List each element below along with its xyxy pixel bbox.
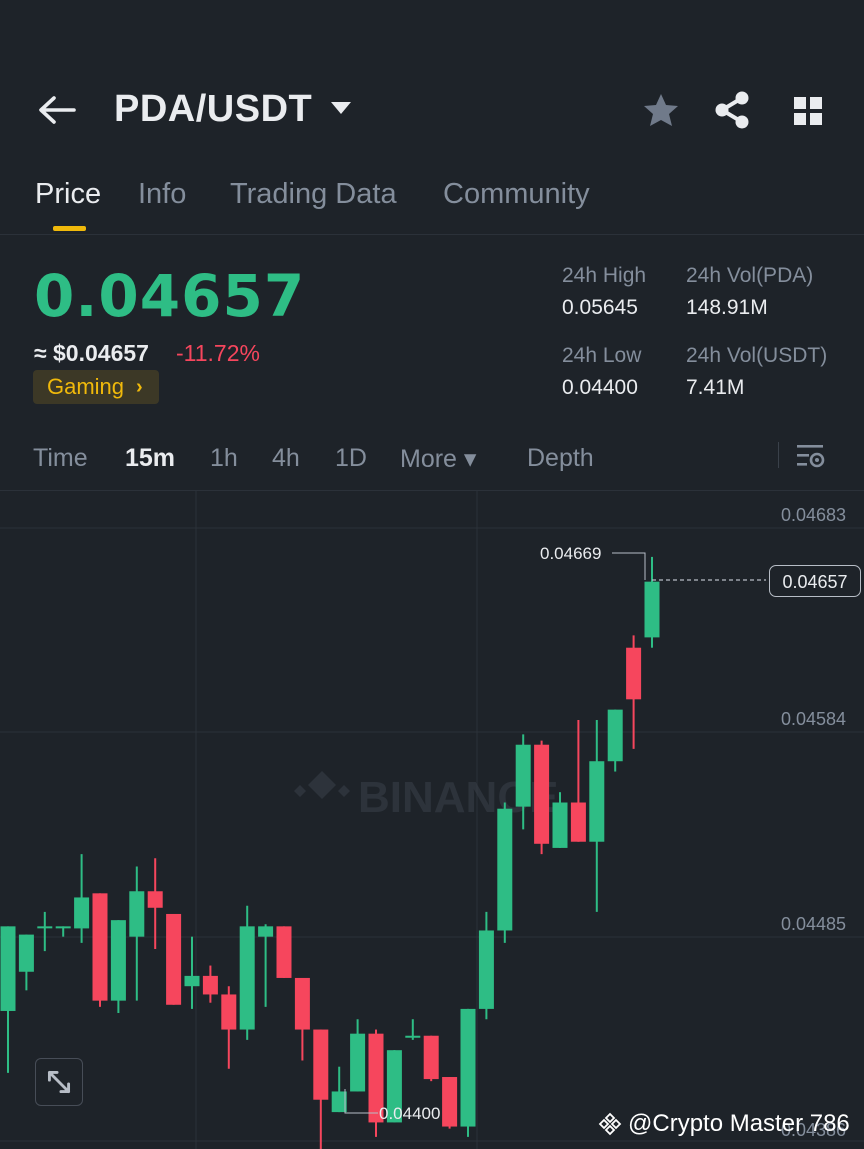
tab-price[interactable]: Price <box>35 178 102 210</box>
interval-time[interactable]: Time <box>33 444 88 472</box>
candle-down <box>202 975 218 995</box>
category-tag[interactable]: Gaming › <box>33 370 159 404</box>
candle-up <box>552 802 568 848</box>
candle-up <box>515 744 531 807</box>
candle-up <box>184 975 200 987</box>
binance-logo-icon <box>598 1112 622 1136</box>
pair-title[interactable]: PDA/USDT <box>114 88 313 130</box>
y-tick-label: 0.04683 <box>781 505 846 525</box>
candle-down <box>221 994 237 1030</box>
candle-up <box>478 930 494 1009</box>
interval-4h[interactable]: 4h <box>272 444 300 472</box>
candle-down <box>442 1077 458 1127</box>
chart-settings-icon[interactable] <box>796 442 826 470</box>
low-value: 0.04400 <box>562 376 638 399</box>
candle-down <box>92 893 108 1001</box>
chevron-right-icon: › <box>136 376 143 398</box>
divider <box>778 442 779 468</box>
high-marker-leader <box>612 552 646 580</box>
tab-bar: Price Info Trading Data Community <box>0 168 864 235</box>
interval-1d[interactable]: 1D <box>335 444 367 472</box>
vol-base-label: 24h Vol(PDA) <box>686 264 814 287</box>
candlestick-chart[interactable]: BINANCE 0.04669 0.04400 0.04683 0.04584 … <box>0 491 864 1149</box>
candle-up <box>18 934 34 972</box>
candle-up <box>589 761 605 842</box>
candle-down <box>313 1029 329 1100</box>
candle-up <box>331 1091 347 1113</box>
y-tick-label: 0.04485 <box>781 914 846 934</box>
candle-down <box>147 891 163 908</box>
low-marker-label: 0.04400 <box>379 1104 440 1123</box>
interval-bar: Time 15m 1h 4h 1D More ▾ Depth <box>0 434 864 491</box>
back-icon[interactable] <box>36 94 76 126</box>
high-label: 24h High <box>562 264 647 287</box>
candle-down <box>276 926 292 978</box>
candle-up <box>110 920 126 1001</box>
interval-depth[interactable]: Depth <box>527 444 594 472</box>
watermark-label: @Crypto Master 786 <box>628 1110 850 1137</box>
usd-price: ≈ $0.04657 <box>34 340 149 366</box>
candle-down <box>166 913 182 1005</box>
candle-up <box>386 1050 402 1123</box>
last-price: 0.04657 <box>34 262 306 330</box>
candle-up <box>607 709 623 762</box>
candle-up <box>644 581 660 638</box>
candle-up <box>55 926 71 929</box>
low-marker-leader <box>344 1089 378 1114</box>
y-tick-label: 0.04584 <box>781 709 846 729</box>
creator-watermark: @Crypto Master 786 <box>598 1110 850 1138</box>
expand-icon[interactable] <box>35 1058 83 1106</box>
candle-up <box>239 926 255 1030</box>
candle-up <box>460 1008 476 1127</box>
chart-gridlines <box>0 491 864 1149</box>
change-percent: -11.72% <box>176 340 260 366</box>
candle-up <box>37 926 53 929</box>
high-marker-label: 0.04669 <box>540 544 601 563</box>
vol-base-value: 148.91M <box>686 296 768 319</box>
candle-down <box>570 802 586 842</box>
candle-down <box>534 744 550 844</box>
interval-1h[interactable]: 1h <box>210 444 238 472</box>
candle-up <box>497 808 513 931</box>
candle-up <box>258 926 274 937</box>
vol-quote-label: 24h Vol(USDT) <box>686 344 828 367</box>
category-tag-label: Gaming <box>47 374 125 399</box>
y-tick-label: 0.04386 <box>781 1120 846 1140</box>
tab-community[interactable]: Community <box>443 178 590 210</box>
candle-down <box>368 1033 384 1123</box>
candle-down <box>423 1035 439 1080</box>
candle-up <box>129 891 145 937</box>
interval-more[interactable]: More ▾ <box>400 445 477 473</box>
tab-info[interactable]: Info <box>138 178 187 210</box>
candle-down <box>294 977 310 1030</box>
candles <box>0 556 660 1149</box>
candle-up <box>0 926 16 1011</box>
active-tab-indicator <box>53 226 86 231</box>
tab-trading-data[interactable]: Trading Data <box>230 178 397 210</box>
vol-quote-value: 7.41M <box>686 376 745 399</box>
candle-up <box>405 1035 421 1038</box>
low-label: 24h Low <box>562 344 642 367</box>
current-price-tag: 0.04657 <box>769 565 861 597</box>
caret-down-icon[interactable] <box>330 101 352 115</box>
share-icon[interactable] <box>712 90 752 130</box>
high-value: 0.05645 <box>562 296 638 319</box>
candle-down <box>626 647 642 700</box>
candle-up <box>74 897 90 929</box>
star-icon[interactable] <box>642 92 680 128</box>
grid-icon[interactable] <box>792 95 824 127</box>
candle-up <box>350 1033 366 1092</box>
interval-15m[interactable]: 15m <box>125 444 176 472</box>
